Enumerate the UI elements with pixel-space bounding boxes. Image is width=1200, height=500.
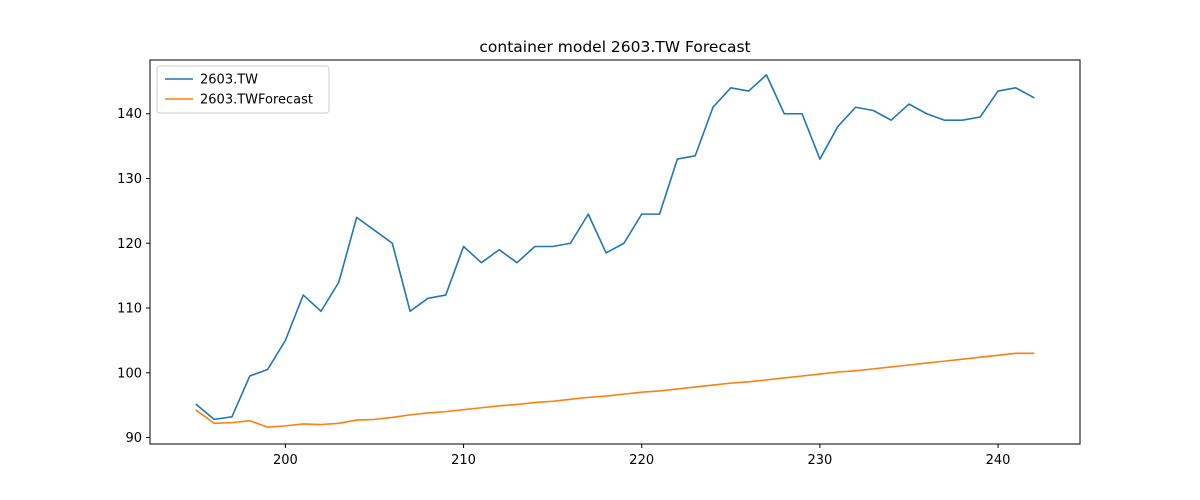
y-tick-label: 90 [125,431,142,446]
series-line-1 [195,74,1035,421]
legend-label-1: 2603.TW [200,73,258,88]
y-tick-label: 110 [117,302,142,317]
x-tick-label: 220 [629,453,654,468]
y-tick-label: 120 [117,237,142,252]
chart-title: container model 2603.TW Forecast [479,38,750,56]
x-tick-label: 200 [273,453,298,468]
legend: 2603.TW 2603.TWForecast [156,65,330,114]
y-tick-label: 140 [117,107,142,122]
axes-layer: 200 210 220 230 240 90 100 110 120 130 140 [117,107,1010,468]
x-tick-label: 240 [986,453,1011,468]
series-line-2 [195,352,1035,428]
plot-area-frame [149,59,1081,445]
legend-box [156,65,330,114]
y-tick-label: 100 [117,366,142,381]
x-tick-label: 210 [451,453,476,468]
series-layer [195,74,1035,428]
legend-label-2: 2603.TWForecast [200,93,313,108]
y-tick-label: 130 [117,172,142,187]
x-tick-label: 230 [807,453,832,468]
